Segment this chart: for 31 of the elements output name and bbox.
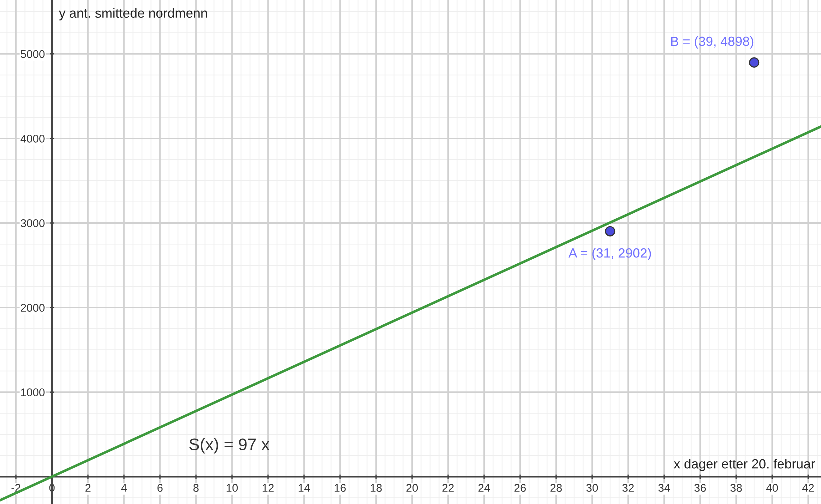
x-tick-label: 16 [334, 484, 346, 492]
data-label: A = (31, 2902) [568, 248, 652, 260]
x-tick-label: 10 [226, 484, 238, 492]
x-tick-label: 34 [658, 484, 670, 492]
x-tick-label: 18 [370, 484, 382, 492]
x-tick-label: 14 [298, 484, 310, 492]
x-tick-label: 12 [262, 484, 274, 492]
x-tick-label: 24 [478, 484, 490, 492]
x-tick-label: 28 [550, 484, 562, 492]
x-tick-label: 4 [121, 484, 127, 492]
x-tick-label: 6 [158, 484, 163, 492]
annotation: S(x) = 97 x [190, 438, 270, 454]
y-tick-label: 5000 [20, 50, 45, 58]
x-tick-label: 42 [802, 484, 814, 492]
y-tick-label: 2000 [21, 304, 45, 312]
x-tick-label: 36 [694, 484, 706, 492]
x-axis-title: x dager etter 20. februar [674, 459, 816, 472]
x-tick-label: 40 [766, 484, 778, 492]
x-tick-label: 32 [622, 484, 634, 492]
y-tick-label: 3000 [20, 220, 45, 228]
x-tick-label: 30 [586, 484, 598, 492]
x-tick-label: 22 [442, 484, 454, 492]
y-axis-title: y ant. smittede nordmenn [59, 8, 208, 21]
x-tick-label: 20 [406, 484, 418, 492]
x-tick-label: 38 [730, 484, 742, 492]
y-tick-label: 1000 [21, 388, 45, 397]
y-tick-label: 4000 [20, 134, 45, 143]
x-tick-label: 8 [194, 484, 199, 492]
data-label: B = (39, 4898) [671, 36, 754, 49]
x-tick-label: 2 [86, 484, 91, 492]
x-tick-label: 26 [514, 484, 526, 492]
